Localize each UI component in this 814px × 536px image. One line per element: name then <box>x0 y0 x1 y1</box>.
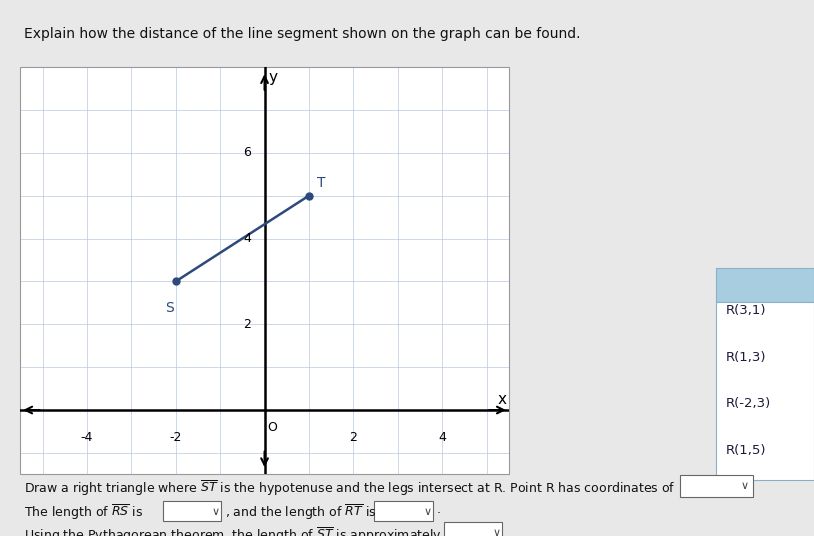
Text: -2: -2 <box>169 431 182 444</box>
Text: 4: 4 <box>438 431 446 444</box>
Text: Using the Pythagorean theorem, the length of $\overline{ST}$ is approximately: Using the Pythagorean theorem, the lengt… <box>24 526 442 536</box>
Text: 2: 2 <box>243 318 252 331</box>
Text: The length of $\overline{RS}$ is: The length of $\overline{RS}$ is <box>24 503 143 522</box>
Text: 4: 4 <box>243 232 252 245</box>
Text: -4: -4 <box>81 431 93 444</box>
Text: ∨: ∨ <box>492 528 501 536</box>
Text: O: O <box>268 421 278 434</box>
Text: ∨: ∨ <box>212 507 220 517</box>
FancyBboxPatch shape <box>716 302 814 480</box>
Text: x: x <box>497 392 506 407</box>
Text: 6: 6 <box>243 146 252 159</box>
Text: R(-2,3): R(-2,3) <box>726 397 771 410</box>
Text: ∨: ∨ <box>741 481 749 491</box>
Text: R(1,3): R(1,3) <box>726 351 766 363</box>
Text: T: T <box>317 176 326 190</box>
Text: Explain how the distance of the line segment shown on the graph can be found.: Explain how the distance of the line seg… <box>24 27 581 41</box>
FancyBboxPatch shape <box>716 268 814 302</box>
Text: R(3,1): R(3,1) <box>726 304 766 317</box>
Text: 2: 2 <box>349 431 357 444</box>
Text: Draw a right triangle where $\overline{ST}$ is the hypotenuse and the legs inter: Draw a right triangle where $\overline{S… <box>24 479 676 498</box>
Text: R(1,5): R(1,5) <box>726 444 766 457</box>
Text: .: . <box>436 503 440 516</box>
Text: y: y <box>268 70 277 85</box>
Text: S: S <box>164 301 173 315</box>
Text: , and the length of $\overline{RT}$ is: , and the length of $\overline{RT}$ is <box>225 503 377 522</box>
Text: ∨: ∨ <box>423 507 431 517</box>
